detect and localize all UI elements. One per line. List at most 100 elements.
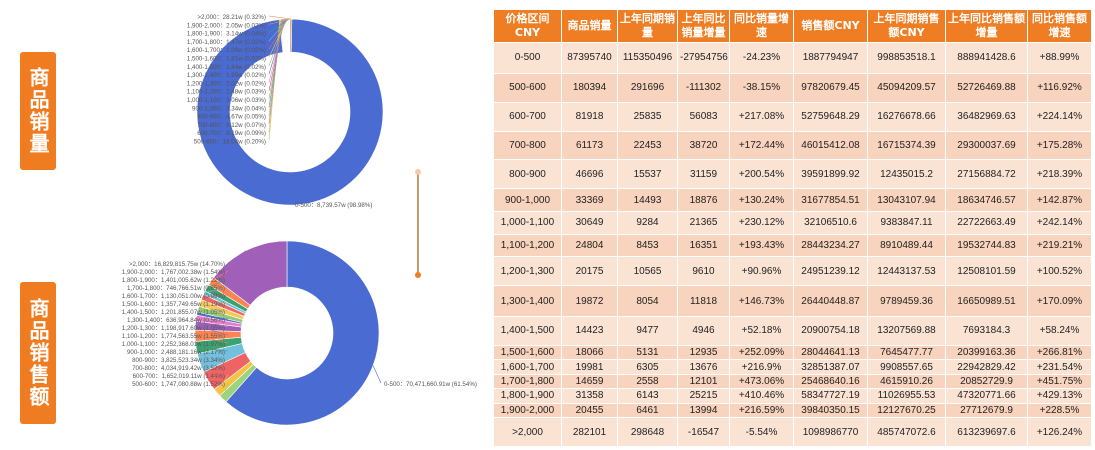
table-cell: 15537 bbox=[617, 159, 678, 190]
slice-leader-line bbox=[208, 366, 229, 382]
table-cell: +146.73% bbox=[729, 285, 794, 318]
table-cell: +451.75% bbox=[1027, 373, 1092, 390]
table-cell: 1,600-1,700 bbox=[493, 359, 562, 375]
slice-label: 1,400-1,500：1,201,855.07w (1.05%) bbox=[122, 309, 225, 316]
table-cell: >2,000 bbox=[493, 417, 562, 447]
slice-label: 1,300-1,400：1.99w (0.02%) bbox=[187, 72, 266, 79]
table-cell: +100.52% bbox=[1027, 256, 1092, 287]
table-cell: +231.54% bbox=[1027, 359, 1092, 375]
table-row: 1,600-1,700 19981 6305 13676 +216.9% 32851387… bbox=[493, 359, 1092, 375]
table-cell: +218.39% bbox=[1027, 159, 1092, 190]
slice-leader-line bbox=[196, 347, 229, 352]
slice-label: 1,700-1,800：1.47w (0.02%) bbox=[187, 39, 266, 46]
table-cell: 81918 bbox=[561, 101, 618, 132]
table-row: 1,900-2,000 20455 6461 13994 +216.59% 3984035… bbox=[493, 402, 1092, 419]
table-cell: +126.24% bbox=[1027, 417, 1092, 447]
table-cell: 56083 bbox=[677, 101, 730, 132]
table-cell: 291696 bbox=[617, 72, 678, 103]
slice-label: 0-500：8,739.57w (98.98%) bbox=[295, 202, 372, 209]
table-cell: 485747072.6 bbox=[867, 417, 946, 447]
slice-label: 1,200-1,300：1,198,917.60w (1.05%) bbox=[122, 325, 225, 332]
table-cell: +217.08% bbox=[729, 101, 794, 132]
table-cell: 16276678.66 bbox=[867, 101, 946, 132]
table-cell: 24804 bbox=[561, 233, 618, 258]
table-header-cell: 商品销量 bbox=[561, 9, 618, 43]
table-cell: 1,200-1,300 bbox=[493, 256, 562, 287]
slice-label: 1,100-1,200：2.48w (0.03%) bbox=[187, 89, 266, 96]
table-cell: 58347727.19 bbox=[793, 388, 868, 404]
table-header-cell: 上年同期销售额CNY bbox=[867, 9, 946, 43]
table-cell: 12101 bbox=[677, 373, 730, 390]
table-cell: 97820679.45 bbox=[793, 72, 868, 103]
slice-leader-line bbox=[195, 325, 229, 336]
slice-label: 500-600：1,747,080.88w (1.52%) bbox=[132, 381, 225, 388]
slice-label: 1,600-1,700：1,130,051.00w (0.99%) bbox=[122, 293, 225, 300]
table-cell: 13043107.94 bbox=[867, 188, 946, 212]
table-cell: -27954756 bbox=[677, 42, 730, 74]
table-cell: 25215 bbox=[677, 388, 730, 404]
slice-leader-line bbox=[268, 18, 290, 33]
table-cell: 1,700-1,800 bbox=[493, 373, 562, 390]
table-cell: +228.5% bbox=[1027, 402, 1092, 419]
table-cell: 9477 bbox=[617, 316, 678, 346]
table-cell: 6305 bbox=[617, 359, 678, 375]
slice-leader-line bbox=[216, 374, 229, 393]
table-cell: 7645477.77 bbox=[867, 344, 946, 361]
donut-slice bbox=[213, 240, 288, 306]
table-cell: 46015412.08 bbox=[793, 130, 868, 161]
slice-label: 1,300-1,400：636,964.84w (0.56%) bbox=[127, 317, 225, 324]
table-cell: 600-700 bbox=[493, 101, 562, 132]
table-cell: 19872 bbox=[561, 285, 618, 318]
table-cell: +473.06% bbox=[729, 373, 794, 390]
slice-label: 1,600-1,700：2.00w (0.02%) bbox=[187, 47, 266, 54]
table-cell: 19532744.83 bbox=[945, 233, 1028, 258]
table-cell: 16715374.39 bbox=[867, 130, 946, 161]
table-cell: 13676 bbox=[677, 359, 730, 375]
table-cell: 20852729.9 bbox=[945, 373, 1028, 390]
table-cell: 9383847.11 bbox=[867, 210, 946, 235]
table-cell: 32851387.07 bbox=[793, 359, 868, 375]
slice-leader-line bbox=[222, 382, 229, 399]
table-header-cell: 销售额CNY bbox=[793, 9, 868, 43]
slice-label: 800-900：4.67w (0.05%) bbox=[197, 114, 266, 121]
table-cell: +90.96% bbox=[729, 256, 794, 287]
table-cell: 22453 bbox=[617, 130, 678, 161]
table-cell: 14423 bbox=[561, 316, 618, 346]
table-cell: 800-900 bbox=[493, 159, 562, 190]
table-cell: +52.18% bbox=[729, 316, 794, 346]
table-cell: 87395740 bbox=[561, 42, 618, 74]
table-cell: 14493 bbox=[617, 188, 678, 212]
slice-label: 500-600：18.04w (0.20%) bbox=[194, 139, 266, 146]
table-cell: 1887794947 bbox=[793, 42, 868, 74]
table-cell: 25468640.16 bbox=[793, 373, 868, 390]
donut-slice bbox=[289, 18, 293, 53]
slice-label: 1,500-1,600：1.81w (0.02%) bbox=[187, 56, 266, 63]
table-cell: +116.92% bbox=[1027, 72, 1092, 103]
table-cell: -111302 bbox=[677, 72, 730, 103]
table-cell: 47320771.66 bbox=[945, 388, 1028, 404]
table-cell: 12508101.59 bbox=[945, 256, 1028, 287]
slice-leader-line bbox=[204, 286, 229, 294]
table-row: 500-600 180394 291696 -111302 -38.15% 9782067… bbox=[493, 72, 1092, 103]
slice-leader-line bbox=[268, 19, 283, 116]
table-cell: 115350496 bbox=[617, 42, 678, 74]
table-row: 700-800 61173 22453 38720 +172.44% 46015412.0… bbox=[493, 130, 1092, 161]
table-cell: +58.24% bbox=[1027, 316, 1092, 346]
table-cell: 36482969.63 bbox=[945, 101, 1028, 132]
table-cell: 14659 bbox=[561, 373, 618, 390]
slice-label: 700-800：4,034,919.42w (3.52%) bbox=[132, 365, 225, 372]
slice-leader-line bbox=[372, 365, 382, 384]
table-cell: 27156884.72 bbox=[945, 159, 1028, 190]
table-cell: 1,900-2,000 bbox=[493, 402, 562, 419]
table-cell: +224.14% bbox=[1027, 101, 1092, 132]
table-cell: 27712679.9 bbox=[945, 402, 1028, 419]
table-cell: +200.54% bbox=[729, 159, 794, 190]
slice-leader-line bbox=[206, 278, 229, 289]
table-cell: 13207569.88 bbox=[867, 316, 946, 346]
table-row: 900-1,000 33369 14493 18876 +130.24% 31677854… bbox=[493, 188, 1092, 212]
table-row: 1,800-1,900 31358 6143 25215 +410.46% 5834772… bbox=[493, 388, 1092, 404]
table-cell: 2558 bbox=[617, 373, 678, 390]
table-cell: 8453 bbox=[617, 233, 678, 258]
table-cell: +193.43% bbox=[729, 233, 794, 258]
slice-label: 1,400-1,500：1.44w (0.02%) bbox=[187, 64, 266, 71]
